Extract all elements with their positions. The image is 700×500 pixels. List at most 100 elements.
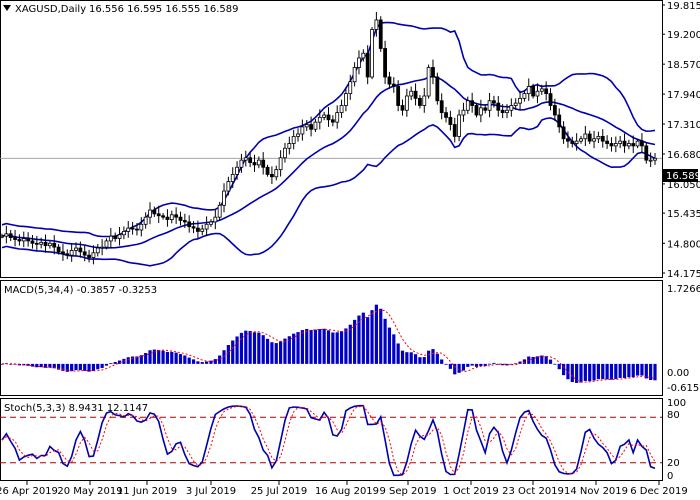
candle-body — [156, 213, 161, 217]
candle-body — [648, 159, 653, 162]
macd-bar — [431, 349, 435, 364]
macd-bar — [152, 349, 156, 364]
candle-body — [213, 216, 218, 223]
candle-body — [431, 67, 435, 78]
candle-body — [108, 235, 113, 242]
candle-body — [43, 241, 48, 247]
macd-bar — [366, 317, 370, 364]
candle-body — [605, 140, 610, 144]
candle-body — [217, 204, 222, 218]
macd-bar — [104, 363, 109, 366]
candle-body — [557, 114, 562, 128]
price-tick-label: 14.175 — [667, 269, 700, 280]
macd-bar — [396, 343, 400, 364]
macd-tick-zero: 0.00 — [667, 368, 689, 379]
macd-bar — [174, 352, 178, 364]
macd-bar — [261, 335, 265, 364]
macd-bar — [61, 363, 65, 371]
macd-bar — [161, 350, 165, 364]
bollinger-middle-line — [1, 75, 656, 249]
stoch-d-line — [1, 405, 656, 476]
candle-body — [52, 242, 57, 248]
candle-body — [187, 221, 192, 228]
candle-body — [587, 133, 592, 142]
macd-bar — [109, 363, 113, 364]
candle-body — [374, 19, 379, 30]
candle-body — [304, 124, 309, 128]
macd-bar — [157, 349, 161, 364]
candle-body — [313, 121, 318, 130]
macd-bar — [144, 353, 148, 364]
macd-bar — [583, 363, 587, 381]
candle-body — [4, 233, 9, 237]
candle-body — [265, 166, 270, 175]
candle-body — [165, 216, 170, 220]
macd-bar — [579, 363, 583, 383]
macd-bar — [65, 363, 69, 372]
candle-body — [113, 235, 118, 239]
macd-bar — [222, 350, 226, 364]
macd-bar — [435, 353, 439, 364]
candle-body — [309, 124, 313, 130]
macd-bar — [252, 332, 257, 364]
macd-bar — [649, 363, 653, 381]
price-tick-label: 19.815 — [667, 1, 700, 12]
macd-bar — [370, 310, 374, 364]
candle-body — [474, 105, 479, 116]
candle-body — [439, 100, 444, 114]
macd-bar — [165, 351, 170, 364]
candle-body — [631, 143, 636, 147]
candle-body — [461, 109, 466, 116]
macd-bar — [501, 363, 505, 366]
candle-body — [404, 95, 409, 111]
macd-bar — [191, 359, 196, 364]
candle-body — [413, 90, 418, 99]
candle-body — [143, 216, 148, 225]
macd-bar — [470, 363, 474, 366]
macd-bar — [78, 363, 82, 371]
candle-body — [87, 254, 91, 258]
candle-body — [618, 140, 623, 144]
candle-body — [518, 97, 522, 104]
candle-body — [483, 107, 488, 111]
macd-bar — [309, 329, 313, 364]
candle-body — [152, 209, 157, 215]
candle-body — [274, 169, 279, 178]
price-axis: 19.815 19.200 18.570 17.940 17.310 16.680 16.0… — [662, 1, 700, 280]
candle-body — [291, 135, 296, 144]
date-tick-label: 25 Jul 2019 — [251, 486, 308, 497]
macd-bar — [553, 363, 557, 365]
triangle-down-icon — [3, 5, 11, 11]
macd-bar — [170, 351, 174, 364]
macd-bar — [344, 328, 348, 364]
candle-body — [426, 67, 431, 97]
candle-body — [444, 112, 448, 118]
candle-body — [505, 109, 509, 114]
candle-body — [239, 159, 244, 168]
stoch-panel-frame — [0, 398, 663, 481]
date-tick-label: 14 Nov 2019 — [564, 486, 628, 497]
macd-bar — [96, 363, 100, 370]
bollinger-upper-line — [1, 21, 656, 238]
candle-body — [561, 126, 566, 140]
candle-body — [100, 246, 105, 249]
macd-bar — [483, 363, 487, 366]
macd-bar — [544, 356, 548, 364]
candle-body — [34, 242, 39, 245]
macd-bar — [270, 342, 274, 364]
macd-header: MACD(5,34,4) -0.3857 -0.3253 — [4, 285, 157, 296]
macd-bar — [353, 319, 357, 364]
candle-body — [26, 238, 31, 242]
candle-body — [452, 124, 457, 137]
candle-body — [387, 76, 392, 85]
price-tick-label: 16.680 — [667, 150, 700, 161]
macd-bar — [326, 330, 331, 364]
macd-signal-line — [1, 309, 656, 383]
macd-bar — [113, 362, 117, 364]
macd-bar — [383, 318, 387, 364]
candle-body — [583, 133, 588, 140]
candle-body — [418, 97, 422, 106]
macd-bar — [361, 312, 365, 364]
